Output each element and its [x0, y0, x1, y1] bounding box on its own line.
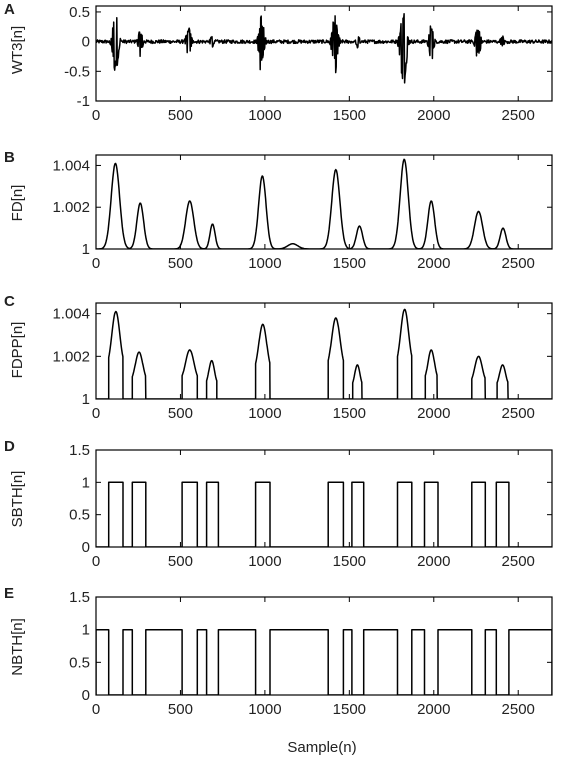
y-tick-label-b: 1.004 [52, 157, 90, 174]
plot-area-d: 0 500 1000 1500 2000 2500 0 0.5 1 1.5 [69, 442, 553, 570]
x-tick-label-d: 2500 [502, 553, 535, 570]
panel-letter-d: D [4, 438, 15, 455]
y-tick-label-e: 1.5 [69, 589, 90, 606]
y-tick-label-e: 0 [82, 687, 90, 704]
x-tick-label-b: 500 [168, 255, 193, 272]
axes-frame-b [95, 154, 553, 250]
series-line-e [96, 628, 552, 695]
y-tick-label-d: 0.5 [69, 507, 90, 524]
panel-letter-e: E [4, 585, 14, 602]
x-tick-label-a: 0 [92, 107, 100, 124]
ylabel-b: FD[n] [9, 185, 26, 222]
ylabel-d: SBTH[n] [9, 471, 26, 528]
x-tick-label-d: 500 [168, 553, 193, 570]
x-tick-label-c: 0 [92, 405, 100, 422]
ylabel-c: FDPP[n] [9, 322, 26, 379]
x-tick-label-a: 500 [168, 107, 193, 124]
x-tick-label-c: 500 [168, 405, 193, 422]
panel-b: B FD[n] 0 500 1000 1500 2000 2500 1 1.002 1.004 [4, 149, 553, 272]
x-tick-label-a: 1500 [333, 107, 366, 124]
ylabel-e: NBTH[n] [9, 618, 26, 676]
x-tick-label-e: 500 [168, 701, 193, 718]
series-line-a [96, 12, 552, 84]
x-tick-label-b: 2500 [502, 255, 535, 272]
x-tick-label-e: 2500 [502, 701, 535, 718]
y-tick-label-e: 0.5 [69, 654, 90, 671]
axes-frame-c [95, 302, 553, 400]
plot-area-a: 0 500 1000 1500 2000 2500 -1 -0.5 0 0.5 [64, 4, 553, 124]
series-line-d [96, 481, 552, 547]
axes-frame-e [95, 596, 553, 696]
panel-letter-c: C [4, 293, 15, 310]
panel-letter-a: A [4, 1, 15, 18]
x-tick-label-b: 0 [92, 255, 100, 272]
x-tick-label-c: 1000 [248, 405, 281, 422]
xlabel-sample: Sample(n) [287, 739, 356, 756]
y-tick-label-d: 0 [82, 539, 90, 556]
x-tick-label-a: 2000 [417, 107, 450, 124]
panel-letter-b: B [4, 149, 15, 166]
x-tick-label-c: 1500 [333, 405, 366, 422]
axes-frame-d [95, 449, 553, 548]
x-tick-label-c: 2000 [417, 405, 450, 422]
panel-c: C FDPP[n] 0 500 1000 1500 2000 2500 1 1.002 1.00… [4, 293, 553, 422]
y-tick-label-a: -1 [77, 93, 90, 110]
y-tick-label-e: 1 [82, 622, 90, 639]
x-tick-label-b: 2000 [417, 255, 450, 272]
x-tick-label-c: 2500 [502, 405, 535, 422]
panel-e: E NBTH[n] 0 500 1000 1500 2000 2500 0 0.5 1 1.5 [4, 585, 553, 718]
panel-d: D SBTH[n] 0 500 1000 1500 2000 2500 0 0.5 1 1.5 [4, 438, 553, 570]
plot-area-c: 0 500 1000 1500 2000 2500 1 1.002 1.004 [52, 302, 553, 422]
y-tick-label-c: 1.002 [52, 348, 90, 365]
x-tick-label-b: 1000 [248, 255, 281, 272]
x-tick-label-e: 1000 [248, 701, 281, 718]
x-tick-label-e: 0 [92, 701, 100, 718]
axes-frame-a [95, 5, 553, 102]
x-tick-label-d: 1000 [248, 553, 281, 570]
y-tick-label-a: 0.5 [69, 4, 90, 21]
y-tick-label-c: 1 [82, 391, 90, 408]
plot-area-e: 0 500 1000 1500 2000 2500 0 0.5 1 1.5 [69, 589, 553, 718]
y-tick-label-b: 1.002 [52, 199, 90, 216]
y-tick-label-a: 0 [82, 34, 90, 51]
y-tick-label-d: 1 [82, 474, 90, 491]
plot-area-b: 0 500 1000 1500 2000 2500 1 1.002 1.004 [52, 154, 553, 272]
x-tick-label-d: 0 [92, 553, 100, 570]
x-tick-label-e: 1500 [333, 701, 366, 718]
x-tick-label-a: 1000 [248, 107, 281, 124]
x-tick-label-b: 1500 [333, 255, 366, 272]
series-line-b [96, 158, 552, 249]
x-tick-label-d: 2000 [417, 553, 450, 570]
series-line-c [96, 308, 552, 399]
y-tick-label-b: 1 [82, 241, 90, 258]
x-tick-label-a: 2500 [502, 107, 535, 124]
y-tick-label-c: 1.004 [52, 306, 90, 323]
x-tick-label-e: 2000 [417, 701, 450, 718]
panel-a: A WT3[n] 0 500 1000 1500 2000 2500 -1 -0.5 0 0.5 [4, 1, 553, 124]
x-tick-label-d: 1500 [333, 553, 366, 570]
y-tick-label-d: 1.5 [69, 442, 90, 459]
y-tick-label-a: -0.5 [64, 63, 90, 80]
ylabel-a: WT3[n] [9, 26, 26, 74]
